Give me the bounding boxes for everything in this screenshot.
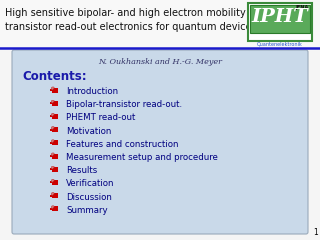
Polygon shape <box>52 101 54 103</box>
Polygon shape <box>52 114 54 116</box>
Polygon shape <box>52 180 54 182</box>
Text: Features and construction: Features and construction <box>66 140 179 149</box>
Bar <box>50 115 52 117</box>
Polygon shape <box>52 88 54 90</box>
Text: IPHT: IPHT <box>252 8 308 26</box>
Text: High sensitive bipolar- and high electron mobility: High sensitive bipolar- and high electro… <box>5 8 246 18</box>
Polygon shape <box>52 193 54 195</box>
Text: Bipolar-transistor read-out.: Bipolar-transistor read-out. <box>66 100 182 109</box>
Bar <box>50 129 52 131</box>
Polygon shape <box>52 206 54 208</box>
Bar <box>52 167 58 172</box>
Polygon shape <box>52 140 54 142</box>
Bar <box>52 154 58 158</box>
Text: Measurement setup and procedure: Measurement setup and procedure <box>66 153 218 162</box>
Text: Introduction: Introduction <box>66 87 118 96</box>
Polygon shape <box>52 140 54 142</box>
Polygon shape <box>52 154 54 156</box>
Bar <box>50 168 52 170</box>
Bar <box>52 114 58 119</box>
Bar <box>0 0 320 48</box>
Polygon shape <box>52 127 54 129</box>
Bar <box>52 88 58 92</box>
Text: Summary: Summary <box>66 206 108 215</box>
Text: transistor read-out electronics for quantum devices.: transistor read-out electronics for quan… <box>5 22 260 32</box>
Polygon shape <box>52 206 54 208</box>
Bar <box>52 206 58 211</box>
Text: Verification: Verification <box>66 179 115 188</box>
Bar <box>50 102 52 104</box>
Polygon shape <box>52 180 54 182</box>
Bar <box>250 5 310 33</box>
Text: PHEMT read-out: PHEMT read-out <box>66 114 135 122</box>
Polygon shape <box>52 101 54 103</box>
Text: N. Oukhanski and H.-G. Meyer: N. Oukhanski and H.-G. Meyer <box>98 58 222 66</box>
Polygon shape <box>52 88 54 90</box>
Bar <box>52 193 58 198</box>
FancyBboxPatch shape <box>12 50 308 234</box>
Text: Quantenelektronik: Quantenelektronik <box>257 42 303 47</box>
Polygon shape <box>52 193 54 195</box>
Bar <box>52 101 58 106</box>
Bar <box>50 155 52 157</box>
Polygon shape <box>52 154 54 156</box>
Polygon shape <box>52 127 54 129</box>
Bar <box>50 195 52 197</box>
Polygon shape <box>52 167 54 169</box>
Bar <box>50 181 52 183</box>
Text: Motivation: Motivation <box>66 127 111 136</box>
Bar <box>50 208 52 210</box>
Bar <box>52 127 58 132</box>
Text: 1: 1 <box>313 228 318 237</box>
Text: JENA: JENA <box>295 5 308 10</box>
Bar <box>50 142 52 144</box>
Text: Contents:: Contents: <box>22 70 87 83</box>
Text: Results: Results <box>66 166 97 175</box>
Bar <box>52 140 58 145</box>
Polygon shape <box>52 114 54 116</box>
Text: Discussion: Discussion <box>66 192 112 202</box>
Bar <box>52 180 58 185</box>
Bar <box>248 3 312 41</box>
Bar <box>50 89 52 91</box>
Polygon shape <box>52 167 54 169</box>
